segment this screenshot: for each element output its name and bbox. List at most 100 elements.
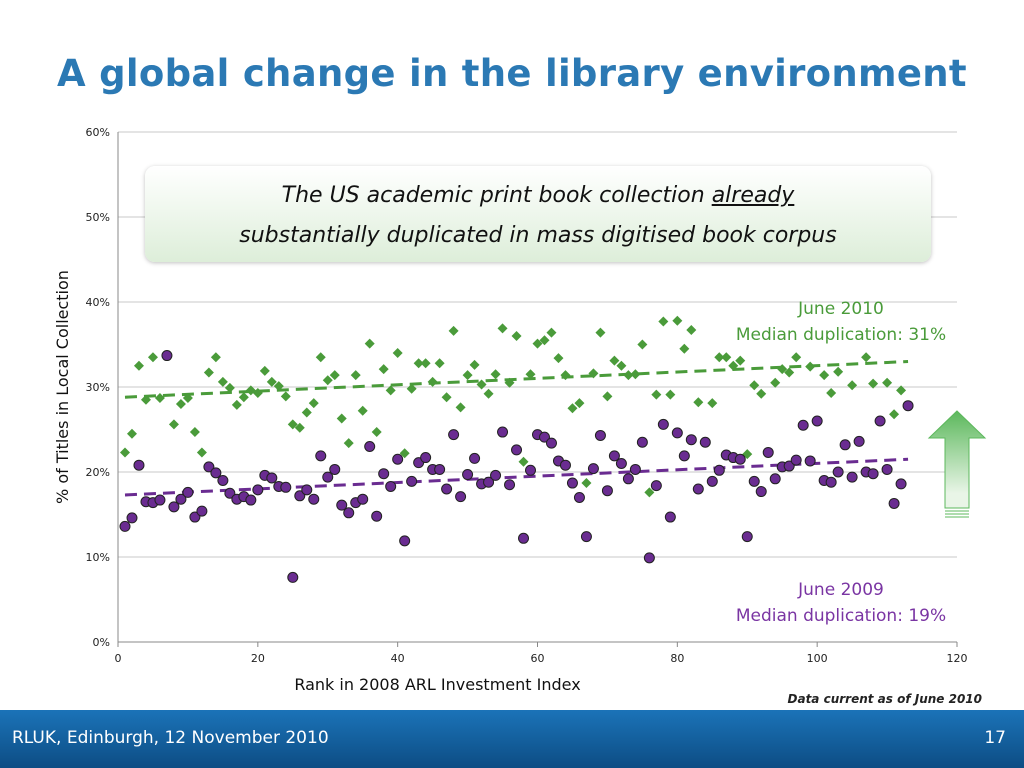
point-2009 — [853, 435, 865, 447]
point-2009 — [385, 480, 397, 492]
point-2010 — [217, 376, 228, 387]
point-2009 — [294, 490, 306, 502]
y-tick-label: 50% — [86, 211, 110, 224]
point-2010 — [686, 325, 697, 336]
point-2009 — [168, 501, 180, 513]
point-2010 — [868, 378, 879, 389]
point-2009 — [161, 350, 173, 362]
point-2009 — [280, 481, 292, 493]
slide-number: 17 — [984, 728, 1006, 748]
point-2009 — [455, 491, 467, 503]
point-2009 — [210, 467, 222, 479]
point-2010 — [413, 358, 424, 369]
point-2010 — [455, 402, 466, 413]
slide-title: A global change in the library environme… — [57, 52, 967, 95]
point-2009 — [175, 493, 187, 505]
point-2010 — [714, 352, 725, 363]
x-tick-label: 20 — [251, 652, 265, 665]
point-2010 — [511, 331, 522, 341]
point-2009 — [706, 475, 718, 487]
point-2010 — [434, 358, 445, 369]
point-2009 — [483, 476, 495, 488]
x-tick-label: 0 — [115, 652, 122, 665]
point-2010 — [308, 398, 319, 409]
point-2009 — [839, 439, 851, 451]
x-tick-label: 80 — [670, 652, 684, 665]
point-2010 — [294, 422, 305, 433]
point-2009 — [895, 478, 907, 490]
point-2010 — [518, 456, 529, 467]
y-axis-title: % of Titles in Local Collection — [53, 270, 72, 504]
point-2010 — [175, 399, 186, 409]
point-2009 — [182, 486, 194, 498]
annotation-2009: June 2009 Median duplication: 19% — [708, 577, 974, 629]
point-2010 — [791, 352, 802, 363]
point-2009 — [601, 485, 613, 497]
point-2009 — [434, 463, 446, 475]
callout-line-2: substantially duplicated in mass digitis… — [239, 223, 837, 248]
point-2010 — [560, 370, 571, 381]
point-2009 — [643, 552, 655, 564]
point-2010 — [462, 370, 473, 381]
point-2009 — [629, 463, 641, 475]
point-2009 — [441, 483, 453, 495]
point-2010 — [196, 447, 207, 458]
point-2009 — [608, 450, 620, 462]
point-2009 — [245, 494, 257, 506]
point-2009 — [315, 450, 327, 462]
point-2009 — [902, 400, 914, 412]
point-2010 — [546, 327, 557, 338]
point-2009 — [811, 415, 823, 427]
point-2010 — [252, 387, 263, 398]
point-2010 — [364, 338, 375, 349]
footer-event: RLUK, Edinburgh, 12 November 2010 — [12, 728, 329, 748]
point-2010 — [385, 385, 396, 396]
y-tick-label: 10% — [86, 551, 110, 564]
point-2009 — [203, 461, 215, 473]
point-2010 — [889, 409, 900, 420]
point-2009 — [636, 436, 648, 448]
point-2009 — [322, 471, 334, 483]
callout-line-1-text: The US academic print book collection — [281, 183, 712, 208]
point-2009 — [566, 477, 578, 489]
point-2010 — [168, 419, 179, 430]
point-2010 — [735, 355, 746, 366]
point-2009 — [804, 455, 816, 467]
y-tick-label: 40% — [86, 296, 110, 309]
point-2010 — [504, 377, 515, 388]
point-2010 — [357, 405, 368, 416]
up-arrow-icon — [927, 410, 987, 509]
point-2010 — [483, 388, 494, 399]
point-2010 — [140, 394, 151, 405]
point-2009 — [846, 471, 858, 483]
point-2010 — [322, 375, 333, 386]
point-2010 — [154, 393, 165, 404]
point-2009 — [587, 463, 599, 475]
point-2009 — [343, 507, 355, 519]
trendline-2010 — [124, 360, 909, 399]
point-2009 — [888, 497, 900, 509]
point-2010 — [693, 397, 704, 408]
point-2009 — [252, 484, 264, 496]
point-2009 — [224, 487, 236, 499]
point-2009 — [650, 480, 662, 492]
callout-box: The US academic print book collection al… — [145, 166, 931, 262]
point-2010 — [301, 407, 312, 418]
point-2010 — [644, 487, 655, 498]
point-2009 — [874, 415, 886, 427]
point-2010 — [119, 447, 130, 458]
point-2010 — [616, 360, 627, 371]
point-2009 — [420, 452, 432, 464]
point-2010 — [224, 382, 235, 393]
point-2009 — [783, 460, 795, 472]
point-2009 — [126, 512, 138, 524]
point-2009 — [699, 436, 711, 448]
point-2010 — [343, 438, 354, 449]
point-2010 — [427, 376, 438, 387]
callout-emphasis: already — [711, 183, 795, 208]
point-2009 — [525, 464, 537, 476]
point-2010 — [770, 377, 781, 388]
y-tick-label: 60% — [86, 126, 110, 139]
point-2010 — [637, 339, 648, 350]
point-2010 — [847, 380, 858, 391]
